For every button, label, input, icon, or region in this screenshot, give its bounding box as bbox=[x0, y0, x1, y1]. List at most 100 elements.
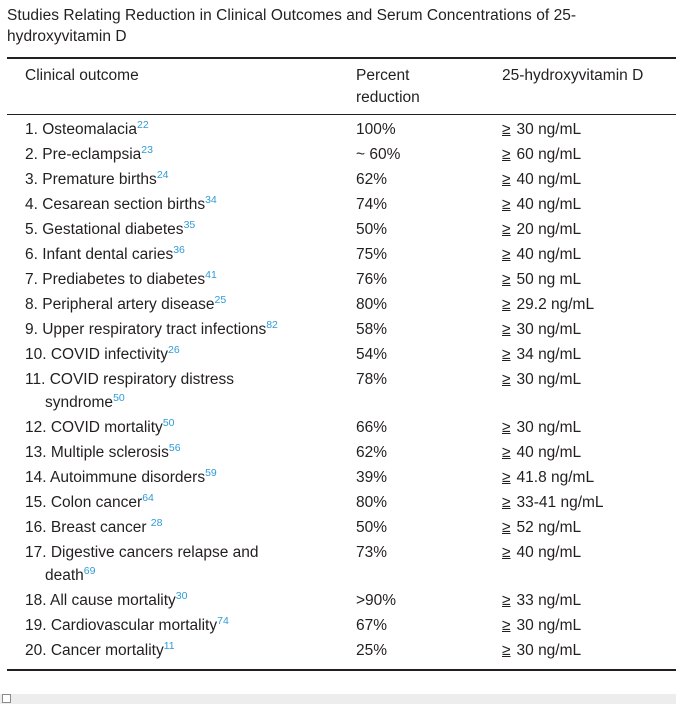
table-row: 2. Pre-eclampsia23 ~ 60% ≥60 ng/mL bbox=[0, 143, 676, 168]
concentration-value: 52 ng/mL bbox=[516, 519, 582, 536]
reference-link[interactable]: 34 bbox=[205, 194, 217, 206]
concentration-cell: ≥40 ng/mL bbox=[502, 193, 581, 216]
table-row: 16. Breast cancer 28 50% ≥52 ng/mL bbox=[0, 516, 676, 541]
outcome-cell: 9. Upper respiratory tract infections82 bbox=[25, 318, 278, 341]
concentration-cell: ≥30 ng/mL bbox=[502, 318, 581, 341]
table-row: 15. Colon cancer64 80% ≥33-41 ng/mL bbox=[0, 491, 676, 516]
header-25-hydroxyvitamin-d: 25-hydroxyvitamin D bbox=[502, 67, 644, 84]
reference-link[interactable]: 74 bbox=[217, 615, 229, 627]
reference-link[interactable]: 25 bbox=[214, 294, 227, 306]
greater-equal-symbol: ≥ bbox=[502, 271, 511, 288]
concentration-cell: ≥30 ng/mL bbox=[502, 118, 581, 141]
percent-reduction-cell: 66% bbox=[356, 419, 388, 436]
reference-link[interactable]: 26 bbox=[168, 344, 180, 356]
reference-link[interactable]: 30 bbox=[175, 590, 188, 602]
greater-equal-symbol: ≥ bbox=[502, 494, 511, 511]
outcome-cell: 20. Cancer mortality11 bbox=[25, 639, 175, 662]
reference-link[interactable]: 56 bbox=[168, 442, 181, 454]
reference-link[interactable]: 50 bbox=[162, 417, 175, 429]
percent-reduction-cell: 50% bbox=[356, 221, 388, 238]
outcome-cell: 1. Osteomalacia22 bbox=[25, 118, 149, 141]
concentration-value: 30 ng/mL bbox=[516, 617, 582, 634]
percent-reduction-cell: 100% bbox=[356, 121, 396, 138]
concentration-cell: ≥52 ng/mL bbox=[502, 516, 581, 539]
table-row: 6. Infant dental caries36 75% ≥40 ng/mL bbox=[0, 243, 676, 268]
outcome-cell: 3. Premature births24 bbox=[25, 168, 169, 191]
reference-link[interactable]: 69 bbox=[83, 565, 96, 577]
header-clinical-outcome: Clinical outcome bbox=[25, 67, 139, 84]
outcome-text: 15. Colon cancer bbox=[25, 494, 143, 511]
outcome-cell: 10. COVID infectivity26 bbox=[25, 343, 180, 366]
outcome-text: 3. Premature births bbox=[25, 171, 157, 188]
reference-link[interactable]: 50 bbox=[113, 392, 125, 404]
table-row: 14. Autoimmune disorders59 39% ≥41.8 ng/mL bbox=[0, 466, 676, 491]
table-row: 8. Peripheral artery disease25 80% ≥29.2 n… bbox=[0, 293, 676, 318]
concentration-value: 33 ng/mL bbox=[516, 592, 582, 609]
reference-link[interactable]: 36 bbox=[173, 244, 185, 256]
concentration-value: 41.8 ng/mL bbox=[516, 469, 595, 486]
reference-link[interactable]: 35 bbox=[183, 219, 196, 231]
concentration-cell: ≥30 ng/mL bbox=[502, 639, 581, 662]
percent-reduction-cell: 73% bbox=[356, 544, 388, 561]
percent-reduction-cell: 39% bbox=[356, 469, 388, 486]
percent-reduction-cell: 76% bbox=[356, 271, 388, 288]
outcome-cell: 7. Prediabetes to diabetes41 bbox=[25, 268, 217, 291]
reference-link[interactable]: 64 bbox=[142, 492, 154, 504]
concentration-value: 20 ng/mL bbox=[516, 221, 582, 238]
greater-equal-symbol: ≥ bbox=[502, 371, 511, 388]
outcome-text: 16. Breast cancer bbox=[25, 519, 151, 536]
outcome-text: 1. Osteomalacia bbox=[25, 121, 137, 138]
concentration-value: 40 ng/mL bbox=[516, 544, 582, 561]
concentration-cell: ≥33 ng/mL bbox=[502, 589, 581, 612]
concentration-value: 30 ng/mL bbox=[516, 121, 582, 138]
outcome-text: 10. COVID infectivity bbox=[25, 346, 168, 363]
concentration-cell: ≥50 ng mL bbox=[502, 268, 581, 291]
outcome-cell: 8. Peripheral artery disease25 bbox=[25, 293, 226, 316]
percent-reduction-cell: ~ 60% bbox=[356, 146, 401, 163]
table-row: 12. COVID mortality50 66% ≥30 ng/mL bbox=[0, 416, 676, 441]
reference-link[interactable]: 28 bbox=[150, 517, 163, 529]
header-percent-reduction: Percent reduction bbox=[356, 67, 420, 106]
percent-reduction-cell: 75% bbox=[356, 246, 388, 263]
concentration-cell: ≥29.2 ng/mL bbox=[502, 293, 594, 316]
scroll-handle[interactable] bbox=[2, 694, 11, 703]
concentration-cell: ≥20 ng/mL bbox=[502, 218, 581, 241]
concentration-cell: ≥30 ng/mL bbox=[502, 368, 581, 391]
reference-link[interactable]: 59 bbox=[205, 467, 217, 479]
reference-link[interactable]: 23 bbox=[141, 144, 153, 156]
greater-equal-symbol: ≥ bbox=[502, 321, 511, 338]
header-rule bbox=[7, 114, 676, 115]
outcome-cell: 4. Cesarean section births34 bbox=[25, 193, 217, 216]
greater-equal-symbol: ≥ bbox=[502, 642, 511, 659]
concentration-value: 40 ng/mL bbox=[516, 246, 582, 263]
greater-equal-symbol: ≥ bbox=[502, 196, 511, 213]
percent-reduction-cell: 67% bbox=[356, 617, 388, 634]
outcome-cell: 13. Multiple sclerosis56 bbox=[25, 441, 181, 464]
concentration-value: 30 ng/mL bbox=[516, 371, 582, 388]
reference-link[interactable]: 24 bbox=[156, 169, 169, 181]
greater-equal-symbol: ≥ bbox=[502, 519, 511, 536]
reference-link[interactable]: 22 bbox=[137, 119, 149, 131]
percent-reduction-cell: 78% bbox=[356, 371, 388, 388]
table-row: 7. Prediabetes to diabetes41 76% ≥50 ng mL bbox=[0, 268, 676, 293]
table-body: 1. Osteomalacia22 100% ≥30 ng/mL 2. Pre-ecl… bbox=[0, 118, 676, 664]
reference-link[interactable]: 41 bbox=[205, 269, 217, 281]
outcome-text-continued: syndrome bbox=[45, 394, 114, 411]
concentration-value: 33-41 ng/mL bbox=[516, 494, 604, 511]
outcome-text: 5. Gestational diabetes bbox=[25, 221, 184, 238]
concentration-cell: ≥41.8 ng/mL bbox=[502, 466, 594, 489]
table-row: 1. Osteomalacia22 100% ≥30 ng/mL bbox=[0, 118, 676, 143]
reference-link[interactable]: 82 bbox=[266, 319, 278, 331]
concentration-cell: ≥30 ng/mL bbox=[502, 416, 581, 439]
greater-equal-symbol: ≥ bbox=[502, 171, 511, 188]
concentration-cell: ≥60 ng/mL bbox=[502, 143, 581, 166]
greater-equal-symbol: ≥ bbox=[502, 146, 511, 163]
concentration-cell: ≥30 ng/mL bbox=[502, 614, 581, 637]
percent-reduction-cell: 58% bbox=[356, 321, 388, 338]
outcome-text: 18. All cause mortality bbox=[25, 592, 176, 609]
scrollbar-track[interactable] bbox=[0, 694, 676, 704]
concentration-value: 60 ng/mL bbox=[516, 146, 582, 163]
percent-reduction-cell: 62% bbox=[356, 444, 388, 461]
concentration-value: 40 ng/mL bbox=[516, 171, 582, 188]
reference-link[interactable]: 11 bbox=[163, 640, 175, 652]
